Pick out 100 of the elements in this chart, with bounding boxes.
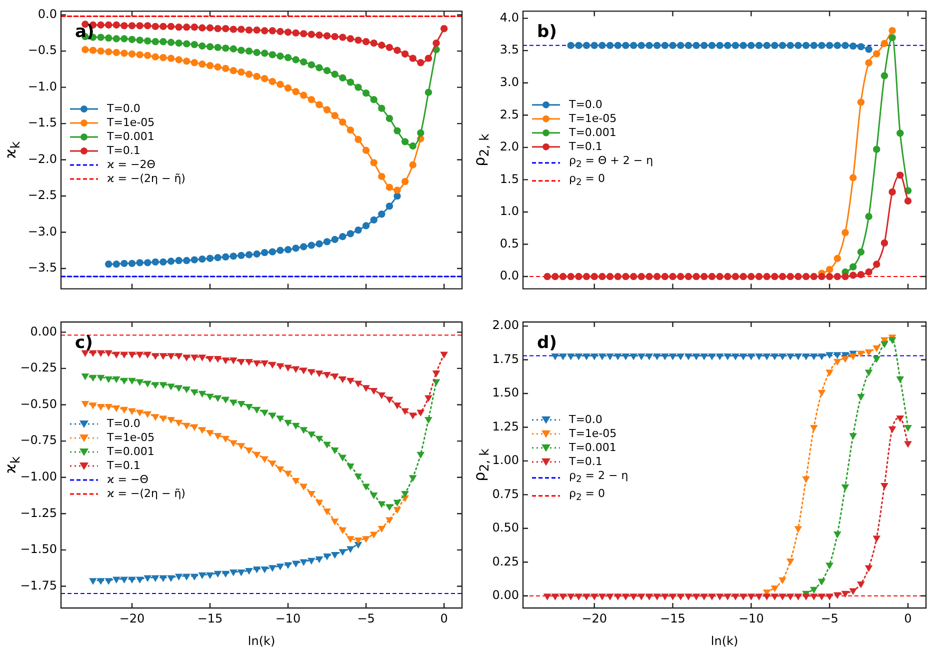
x-tick-label: −15 <box>660 611 686 626</box>
y-tick-label: 2.0 <box>500 140 519 154</box>
point <box>183 58 190 65</box>
point <box>676 594 684 600</box>
point <box>676 272 684 280</box>
point <box>810 272 818 280</box>
point <box>637 594 646 600</box>
point <box>112 260 120 268</box>
point <box>159 416 168 422</box>
point <box>614 353 622 360</box>
point <box>276 363 284 370</box>
point <box>190 354 198 362</box>
point <box>104 21 112 29</box>
point <box>401 491 409 498</box>
y-tick-label: −0.50 <box>20 396 57 411</box>
point <box>238 252 245 260</box>
point <box>896 416 904 422</box>
point <box>214 432 222 440</box>
point <box>786 42 794 50</box>
point <box>104 578 112 585</box>
point <box>97 47 104 55</box>
point <box>253 48 260 56</box>
point <box>700 42 708 50</box>
point <box>802 476 810 483</box>
point <box>237 358 246 366</box>
point <box>308 432 316 438</box>
point <box>315 370 324 378</box>
point <box>393 402 402 410</box>
point <box>198 354 206 362</box>
point <box>378 42 386 49</box>
point <box>409 161 416 168</box>
point <box>841 356 850 363</box>
point <box>182 386 190 394</box>
point <box>260 456 269 463</box>
legend-label: ϰ = −(2η − η̃) <box>107 487 186 501</box>
point <box>284 54 292 62</box>
point <box>740 272 747 280</box>
point <box>331 236 338 244</box>
point <box>857 248 865 256</box>
point <box>292 366 300 373</box>
point <box>82 46 89 54</box>
point <box>331 70 338 78</box>
x-tick-label: 0 <box>440 611 448 626</box>
point <box>152 353 160 360</box>
y-tick-label: 0.75 <box>492 486 519 501</box>
point <box>378 210 386 218</box>
point <box>857 98 865 106</box>
point <box>818 42 826 50</box>
point <box>354 36 362 44</box>
legend-label: T=1e-05 <box>107 431 155 445</box>
point <box>818 594 826 600</box>
point <box>755 42 763 50</box>
point <box>128 50 136 58</box>
point <box>748 42 755 50</box>
point <box>417 59 424 66</box>
point <box>331 112 338 120</box>
point <box>81 401 90 408</box>
point <box>614 272 622 280</box>
point <box>292 560 300 568</box>
text: d) <box>537 333 557 353</box>
point <box>810 594 818 600</box>
point <box>598 42 606 50</box>
y-tick-label: 2.00 <box>492 318 519 332</box>
point <box>323 508 331 516</box>
point <box>182 422 190 430</box>
point <box>630 42 638 50</box>
point <box>826 370 834 376</box>
point <box>214 44 222 52</box>
y-tick-label: 0.0 <box>38 6 57 21</box>
point <box>370 492 378 500</box>
point <box>661 42 669 50</box>
point <box>716 42 724 50</box>
legend-label: ρ$_{2}$ = Θ + 2 − η <box>569 154 654 172</box>
point <box>167 353 175 360</box>
point <box>880 72 888 80</box>
point <box>638 272 645 280</box>
point <box>386 517 394 524</box>
point <box>880 482 888 490</box>
point <box>904 441 912 448</box>
point <box>136 576 144 584</box>
legend-label: T=0.0 <box>569 98 602 112</box>
point <box>834 272 842 280</box>
y-tick-label: −0.25 <box>20 360 57 375</box>
y-tick-label: −3.0 <box>28 224 57 238</box>
point <box>175 24 182 31</box>
point <box>653 594 661 600</box>
point <box>136 352 144 358</box>
point <box>300 58 308 66</box>
point <box>692 353 700 360</box>
point <box>346 536 354 543</box>
point <box>308 30 316 38</box>
point <box>284 84 292 92</box>
point <box>849 353 857 360</box>
point <box>354 538 362 544</box>
point <box>362 146 370 154</box>
point <box>330 373 339 380</box>
point <box>755 594 763 600</box>
point <box>582 594 590 600</box>
point <box>245 358 253 366</box>
point <box>622 272 630 280</box>
